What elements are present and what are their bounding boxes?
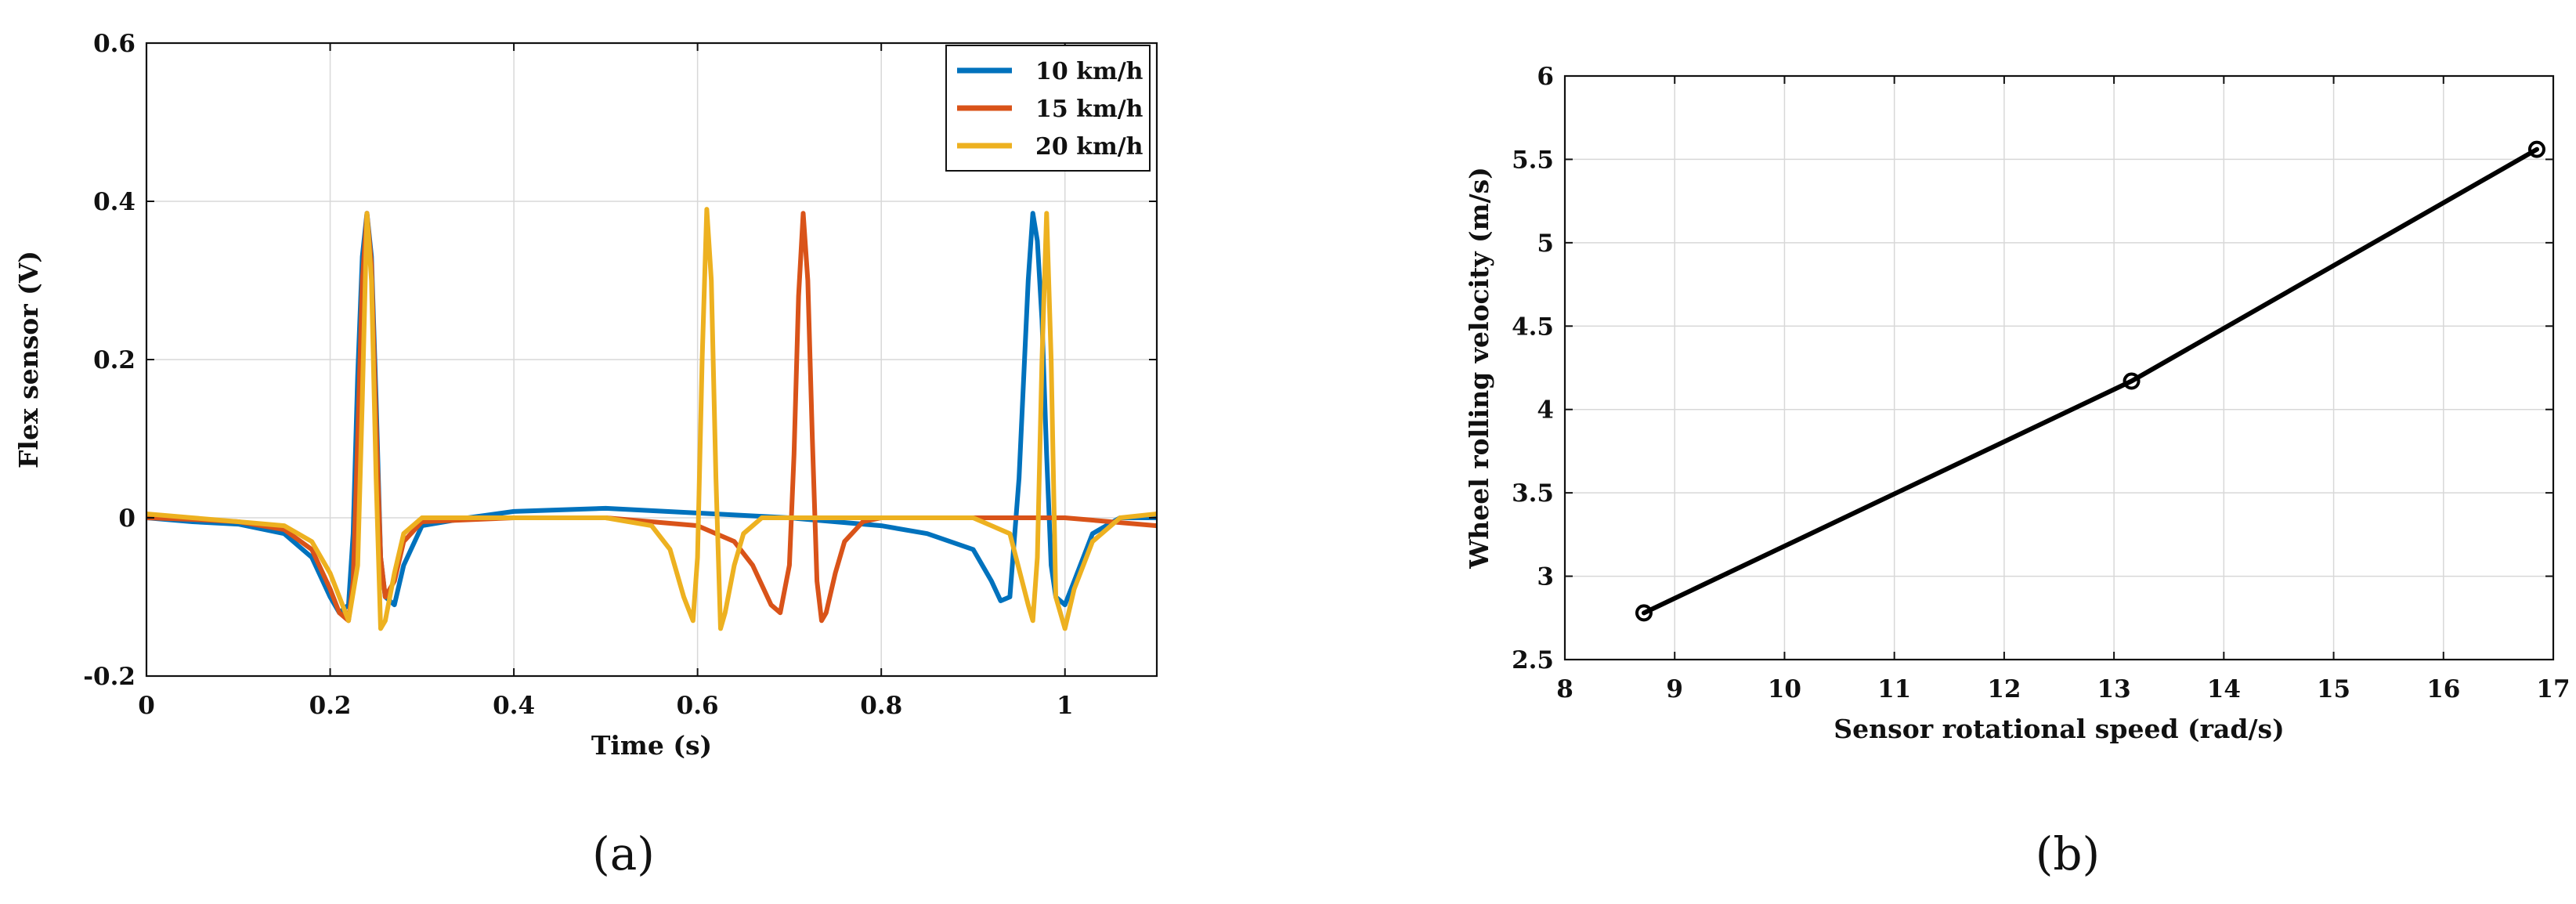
y-tick-label: 0: [118, 504, 135, 533]
x-axis-title: Time (s): [591, 730, 712, 761]
x-tick-label: 8: [1556, 675, 1573, 703]
x-tick-label: 0.4: [493, 692, 535, 720]
y-tick-label: 6: [1537, 63, 1554, 91]
series-line-3: [146, 207, 1157, 631]
y-tick-label: 4: [1537, 396, 1554, 425]
y-tick-label: -0.2: [83, 663, 135, 691]
data-point-1: [1635, 604, 1653, 622]
panel-label: (b): [2036, 827, 2100, 880]
data-point-2: [2123, 372, 2141, 390]
chart-b: 8 9 10 11 12 13 14 15 16 17 2.5 3 3.5 4 4.5 5 5.5 6 Sensor…: [1464, 63, 2571, 880]
y-axis-title: Wheel rolling velocity (m/s): [1464, 167, 1494, 570]
x-tick-label: 10: [1768, 675, 1801, 703]
x-tick-label: 15: [2317, 675, 2350, 703]
x-tick-label: 0.8: [860, 692, 902, 720]
y-tick-label: 0.2: [93, 346, 135, 374]
x-tick-label: 1: [1057, 692, 1074, 720]
x-tick-label: 9: [1666, 675, 1683, 703]
x-tick-label: 0.6: [677, 692, 719, 720]
y-tick-label: 3.5: [1512, 479, 1554, 508]
y-tick-label: 4.5: [1512, 313, 1554, 341]
x-tick-label: 12: [1987, 675, 2021, 703]
data-point-3: [2527, 140, 2545, 158]
y-tick-label: 0.4: [93, 188, 135, 216]
series-line-1: [1642, 146, 2539, 616]
y-tick-label: 0.6: [93, 30, 135, 58]
legend-label-1: 10 km/h: [1035, 58, 1143, 85]
x-tick-label: 16: [2426, 675, 2460, 703]
y-axis-title: Flex sensor (V): [13, 251, 44, 468]
x-axis-title: Sensor rotational speed (rad/s): [1834, 714, 2284, 744]
x-tick-label: 11: [1877, 675, 1911, 703]
legend: 10 km/h 15 km/h 20 km/h: [945, 45, 1151, 172]
y-tick-label: 5.5: [1512, 146, 1554, 174]
legend-label-2: 15 km/h: [1035, 96, 1143, 123]
x-tick-label: 13: [2097, 675, 2131, 703]
y-tick-label: 5: [1537, 230, 1554, 258]
x-tick-label: 14: [2207, 675, 2241, 703]
plot-area: [1565, 76, 2553, 660]
x-tick-label: 0.2: [309, 692, 352, 720]
y-tick-label: 3: [1537, 563, 1554, 591]
legend-label-3: 20 km/h: [1035, 133, 1143, 161]
x-tick-label: 17: [2536, 675, 2570, 703]
axes-box: [1563, 74, 2555, 661]
x-tick-label: 0: [138, 692, 155, 720]
panel-label: (a): [592, 827, 655, 880]
y-tick-label: 2.5: [1512, 646, 1554, 674]
